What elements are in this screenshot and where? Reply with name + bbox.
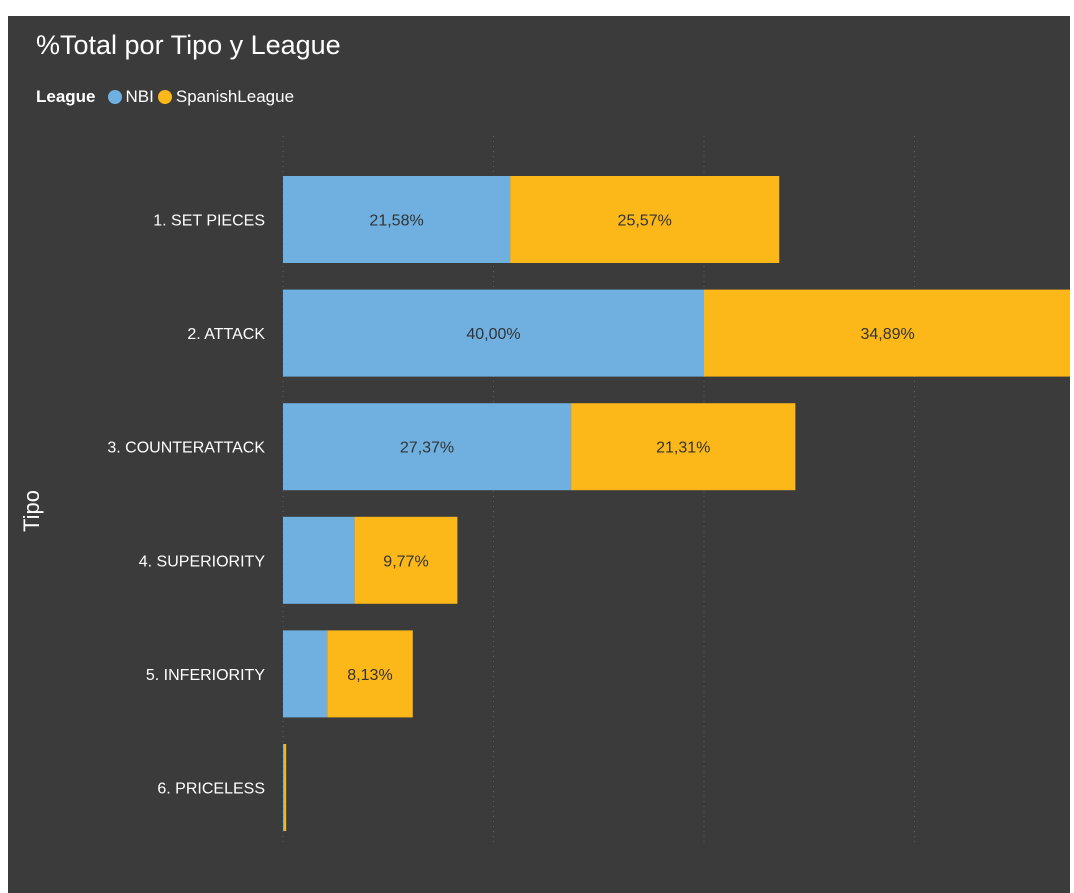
chart-title: %Total por Tipo y League (36, 30, 341, 60)
x-tick-label-0: 0% (271, 891, 294, 893)
bar-nbi-4[interactable] (283, 516, 355, 604)
legend-item-spanishleague[interactable]: SpanishLeague (157, 87, 295, 107)
data-label-nbi-1: 21,58% (369, 213, 423, 230)
category-label-6: 6. PRICELESS (157, 781, 265, 798)
bar-nbi-6[interactable] (283, 744, 285, 831)
category-label-1: 1. SET PIECES (153, 213, 265, 230)
bar-spanishleague-3[interactable] (571, 403, 796, 491)
legend-swatch-nbi (107, 90, 122, 104)
bar-nbi-1[interactable] (283, 176, 511, 263)
bar-nbi-3[interactable] (283, 403, 572, 491)
category-label-2: 2. ATTACK (187, 326, 265, 343)
data-label-spanishleague-2: 34,89% (860, 326, 914, 343)
data-label-spanishleague-3: 21,31% (656, 440, 710, 457)
x-tick-label-1: 20% (477, 891, 509, 893)
data-label-spanishleague-5: 8,13% (347, 667, 392, 684)
x-tick-label-3: 60% (898, 891, 930, 893)
bar-spanishleague-5[interactable] (327, 630, 413, 718)
legend-swatch-spanishleague (157, 90, 172, 104)
legend-title: League (36, 87, 96, 106)
bar-plot: 0%20%40%60%80%1. SET PIECES21,58%25,57%2… (107, 136, 1070, 893)
bar-spanishleague-4[interactable] (354, 516, 458, 604)
chart-panel: %Total por Tipo y League League NBI Span… (8, 16, 1070, 893)
data-label-nbi-2: 40,00% (466, 326, 520, 343)
data-label-spanishleague-4: 9,77% (383, 553, 428, 570)
data-label-spanishleague-1: 25,57% (618, 213, 672, 230)
category-label-5: 5. INFERIORITY (146, 667, 265, 684)
bar-spanishleague-6[interactable] (284, 744, 287, 831)
category-label-3: 3. COUNTERATTACK (107, 440, 265, 457)
bar-nbi-2[interactable] (283, 289, 704, 377)
bar-spanishleague-1[interactable] (510, 176, 780, 263)
legend-label-nbi: NBI (125, 87, 154, 106)
bar-nbi-5[interactable] (283, 630, 328, 718)
data-label-nbi-3: 27,37% (400, 440, 454, 457)
legend-item-nbi[interactable]: NBI (107, 87, 154, 107)
category-label-4: 4. SUPERIORITY (139, 553, 266, 570)
x-tick-label-2: 40% (688, 891, 720, 893)
bar-spanishleague-2[interactable] (704, 289, 1070, 377)
legend: League NBI SpanishLeague (36, 87, 298, 107)
legend-label-spanishleague: SpanishLeague (175, 87, 295, 106)
